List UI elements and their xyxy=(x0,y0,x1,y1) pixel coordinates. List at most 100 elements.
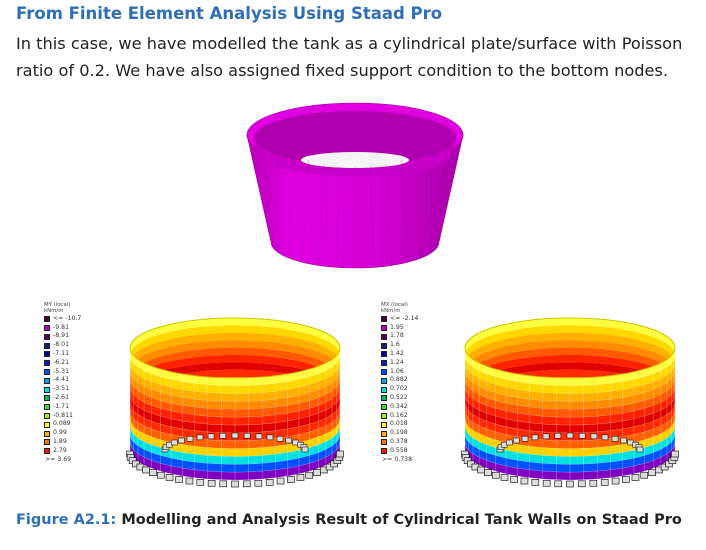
legend-entry: 1.89 xyxy=(44,438,81,447)
legend-entry: 0.99 xyxy=(44,429,81,438)
legend-swatch xyxy=(381,377,387,384)
legend-value: -4.41 xyxy=(53,376,70,384)
figure-caption: Figure A2.1: Modelling and Analysis Resu… xyxy=(16,512,682,528)
legend-entry: -2.61 xyxy=(44,394,81,403)
legend-entry: -6.21 xyxy=(44,359,81,368)
tank-model-image xyxy=(246,102,464,269)
legend-value: 0.99 xyxy=(53,429,67,437)
legend-entry: 1.42 xyxy=(381,350,418,359)
legend-value: 0.342 xyxy=(390,402,408,410)
legend-value: 0.198 xyxy=(390,429,408,437)
legend-swatch xyxy=(44,325,50,331)
legend-value: <= -2.14 xyxy=(390,314,419,322)
section-heading: From Finite Element Analysis Using Staad… xyxy=(16,4,443,23)
legend-value: 2.79 xyxy=(53,446,67,454)
legend-swatch xyxy=(381,439,387,446)
legend-swatch xyxy=(44,439,50,446)
legend-value: -9.81 xyxy=(53,323,70,331)
legend-swatch xyxy=(44,360,50,367)
legend-entry: 2.79 xyxy=(44,447,81,456)
legend-entry: 0.089 xyxy=(44,420,81,429)
legend-swatch xyxy=(381,412,387,419)
legend-entry: 0.558 xyxy=(381,447,418,456)
legend-entry: 1.78 xyxy=(381,332,418,341)
legend-swatch xyxy=(381,448,387,455)
legend-entry: -9.81 xyxy=(44,324,81,333)
legend-unit: kNm/m xyxy=(44,308,64,315)
legend-value: 1.6 xyxy=(390,341,400,349)
legend-swatch xyxy=(44,333,50,340)
legend-swatch xyxy=(44,351,50,358)
legend-swatch xyxy=(44,386,50,393)
legend-swatch xyxy=(44,430,50,437)
legend-entry: -8.01 xyxy=(44,341,81,350)
legend-swatch xyxy=(381,342,387,349)
legend-value: 1.89 xyxy=(53,437,67,445)
legend-swatch xyxy=(381,395,387,402)
legend-swatch xyxy=(381,386,387,393)
legend-value: -7.11 xyxy=(53,350,70,357)
legend-swatch xyxy=(44,412,50,419)
legend-swatch xyxy=(44,377,50,384)
legend-entry: 0.378 xyxy=(381,438,418,447)
contour-plot-mx xyxy=(461,317,679,488)
legend-swatch xyxy=(381,333,387,340)
legend-entry: 0.162 xyxy=(381,412,418,421)
legend-swatch xyxy=(381,316,387,323)
legend-entry: -3.51 xyxy=(44,385,81,394)
legend-my: MY (local) kNm/m <= -10.7 -9.81 -8.91 -8.01… xyxy=(44,302,81,464)
contour-plot-my xyxy=(126,317,344,488)
legend-value: 0.702 xyxy=(390,385,408,393)
legend-swatch xyxy=(44,421,50,428)
legend-value: -8.01 xyxy=(53,341,70,349)
legend-value: -8.91 xyxy=(53,332,70,340)
legend-entry: -5.31 xyxy=(44,368,81,377)
legend-entry: -8.91 xyxy=(44,332,81,341)
legend-swatch xyxy=(381,368,387,375)
legend-entry: -4.41 xyxy=(44,376,81,385)
legend-value: 0.162 xyxy=(390,411,408,419)
legend-swatch xyxy=(381,421,387,428)
legend-value: 1.06 xyxy=(390,367,404,375)
legend-swatch xyxy=(381,351,387,358)
legend-swatch xyxy=(44,316,50,323)
legend-unit: kNm/m xyxy=(381,308,401,315)
legend-entry: 0.018 xyxy=(381,420,418,429)
legend-entry: -7.11 xyxy=(44,350,81,359)
legend-entry: 1.24 xyxy=(381,359,418,368)
legend-value: 0.522 xyxy=(390,393,408,401)
legend-swatch xyxy=(381,430,387,437)
legend-swatch xyxy=(44,342,50,349)
legend-value: 0.089 xyxy=(53,420,71,428)
legend-value-max: >= 3.69 xyxy=(45,455,72,463)
legend-value: <= -10.7 xyxy=(53,314,82,322)
legend-swatch xyxy=(381,325,387,331)
legend-value: 1.24 xyxy=(390,358,404,366)
legend-entry: 1.06 xyxy=(381,368,418,377)
legend-value: 1.95 xyxy=(390,323,404,331)
legend-swatch xyxy=(44,395,50,402)
legend-value: -0.811 xyxy=(53,411,73,419)
legend-value: 0.558 xyxy=(390,446,408,454)
legend-value: 0.378 xyxy=(390,437,408,445)
legend-entry: 0.342 xyxy=(381,403,418,412)
legend-value: 1.42 xyxy=(390,350,404,357)
caption-text: Modelling and Analysis Result of Cylindr… xyxy=(116,512,682,528)
description-paragraph: In this case, we have modelled the tank … xyxy=(16,34,683,80)
legend-value: 0.018 xyxy=(390,420,408,428)
legend-swatch xyxy=(381,360,387,367)
legend-title: MX (local) xyxy=(381,302,408,308)
legend-value: 0.882 xyxy=(390,376,408,384)
legend-entry: 0.522 xyxy=(381,394,418,403)
legend-value-max: >= 0.738 xyxy=(382,455,413,463)
legend-entry: -1.71 xyxy=(44,403,81,412)
legend-value: -6.21 xyxy=(53,358,70,366)
legend-entry: <= -10.7 xyxy=(44,315,81,324)
legend-value: -5.31 xyxy=(53,367,70,375)
legend-value: 1.78 xyxy=(390,332,404,340)
figure-label: Figure A2.1: xyxy=(16,512,117,528)
legend-title: MY (local) xyxy=(44,302,71,308)
legend-swatch xyxy=(44,448,50,455)
legend-entry: 1.95 xyxy=(381,324,418,333)
legend-mx: MX (local) kNm/m <= -2.14 1.95 1.78 1.6 1.42… xyxy=(381,302,418,464)
